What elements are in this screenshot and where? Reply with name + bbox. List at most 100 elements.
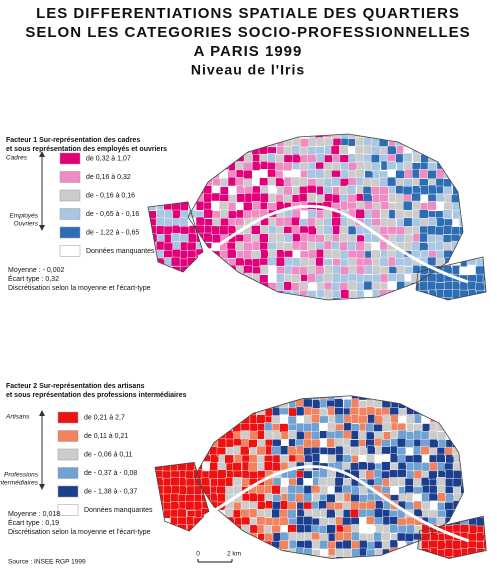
map-outline [154,461,210,532]
iris-cell [276,298,287,300]
iris-cell [380,298,390,300]
iris-cell [219,123,228,132]
iris-cell [476,121,485,130]
legend-swatch [57,411,79,424]
iris-cell [156,192,166,203]
iris-cell [186,395,196,401]
iris-cell [444,408,454,418]
iris-cell [178,533,188,543]
iris-cell [195,146,206,156]
iris-cell [296,524,306,534]
iris-cell [452,169,463,180]
iris-cell [177,414,188,424]
iris-cell [156,290,167,300]
iris-cell [219,169,229,179]
iris-cell [195,257,206,267]
iris-cell [460,242,470,253]
iris-cell [419,209,429,219]
iris-cell [428,406,438,416]
iris-cell [468,445,478,455]
iris-cell [194,161,205,171]
map-heading: et sous représentation des employés et o… [6,146,167,153]
iris-cell [156,298,166,300]
iris-cell [236,193,247,204]
iris-cell [201,540,211,550]
iris-cell [251,250,261,260]
iris-cell [396,298,406,300]
iris-cell [475,241,485,251]
iris-cell [260,192,270,203]
iris-cell [428,297,439,300]
iris-cell [172,138,183,148]
legend-label: de 0,16 à 0,32 [86,174,131,181]
iris-cell [259,123,268,132]
iris-cell [171,485,181,495]
legend-label: de - 1,22 à - 0,65 [86,229,139,236]
iris-cell [389,477,399,487]
iris-cell [188,280,198,291]
iris-cell [475,477,485,487]
iris-cell [413,399,423,409]
iris-cell [227,248,237,259]
source: Source : INSEE RGP 1999 [8,559,86,566]
iris-cell [209,532,219,542]
iris-cell [394,209,405,220]
iris-cell [164,185,174,196]
legend-swatch [59,171,81,183]
iris-cell [287,492,297,503]
iris-cell [334,548,345,558]
iris-cell [319,485,330,495]
iris-cell [177,508,187,518]
iris-cell [212,288,222,299]
iris-cell [210,385,219,394]
iris-cell [209,517,219,527]
iris-cell [155,555,165,559]
iris-cell [334,414,344,424]
iris-cell [306,272,317,283]
iris-cell [451,399,462,409]
iris-cell [162,399,172,410]
iris-cell [318,525,329,535]
iris-cell [326,509,336,519]
iris-cell [484,217,486,227]
iris-cell [418,134,429,139]
stat-text: Écart type : 0,19 [8,518,59,527]
iris-cell [405,516,416,527]
iris-cell [194,532,205,542]
iris-cell [453,509,463,519]
iris-cell [235,297,245,300]
iris-cell [164,169,175,180]
iris-cell [244,123,253,132]
iris-cell [483,423,487,434]
iris-cell [422,398,432,408]
iris-cell [249,524,259,534]
iris-cell [268,265,278,275]
iris-cell [163,121,172,130]
iris-cell [162,485,173,495]
iris-cell [460,501,470,511]
iris-cell [232,532,242,542]
iris-cell [271,485,281,495]
iris-cell [452,540,462,550]
iris-cell [200,446,211,456]
iris-cell [268,282,278,292]
iris-cell [204,122,213,131]
iris-cell [452,145,462,155]
iris-cell [451,160,461,171]
iris-cell [389,123,398,132]
iris-cell [248,384,257,393]
iris-cell [162,438,173,448]
legend-label: de - 0,06 à 0,11 [84,451,133,458]
iris-cell [467,202,478,212]
iris-cell [307,298,317,300]
iris-cell [171,121,180,130]
iris-cell [291,216,301,227]
iris-cell [163,200,174,211]
iris-cell [249,395,259,402]
iris-cell [303,438,313,449]
iris-cell [476,508,486,518]
iris-cell [232,414,242,424]
stat-text: Discrétisation selon la moyenne et l'éca… [8,529,151,536]
legend-label: de 0,11 à 0,21 [84,433,128,440]
iris-cell [483,539,487,549]
